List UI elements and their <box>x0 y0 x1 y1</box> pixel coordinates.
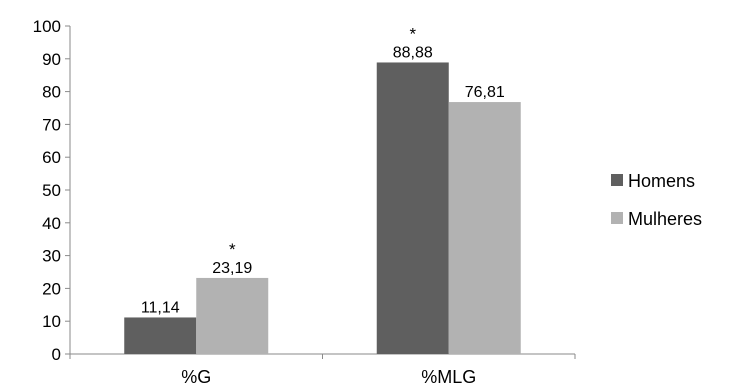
bars <box>124 62 521 354</box>
legend: Homens Mulheres <box>611 171 702 229</box>
legend-label-homens: Homens <box>628 171 695 191</box>
x-category-label: %MLG <box>421 367 476 387</box>
y-tick-label: 100 <box>33 17 61 36</box>
data-label: 88,88 <box>393 44 433 61</box>
legend-swatch-mulheres <box>611 212 623 224</box>
data-label: 76,81 <box>465 84 505 101</box>
y-tick-label: 10 <box>42 312 61 331</box>
legend-label-mulheres: Mulheres <box>628 209 702 229</box>
x-category-label: %G <box>181 367 211 387</box>
y-tick-label: 60 <box>42 148 61 167</box>
bar-homens-1 <box>376 62 449 354</box>
significance-mark: * <box>229 240 236 259</box>
bar-mulheres-0 <box>196 277 269 354</box>
data-label: 11,14 <box>141 299 180 316</box>
data-label: 23,19 <box>212 260 252 277</box>
legend-swatch-homens <box>611 174 623 186</box>
bar-mulheres-1 <box>448 102 521 354</box>
y-tick-label: 70 <box>42 115 61 134</box>
y-tick-label: 30 <box>42 247 61 266</box>
y-tick-label: 50 <box>42 181 61 200</box>
bar-homens-0 <box>124 317 197 354</box>
significance-mark: * <box>409 24 416 43</box>
y-tick-label: 0 <box>52 345 61 364</box>
y-tick-label: 40 <box>42 214 61 233</box>
y-tick-label: 90 <box>42 50 61 69</box>
y-tick-label: 20 <box>42 279 61 298</box>
y-tick-label: 80 <box>42 83 61 102</box>
axes: 0 10 20 30 40 50 60 70 80 90 100 %G %MLG <box>33 17 576 387</box>
